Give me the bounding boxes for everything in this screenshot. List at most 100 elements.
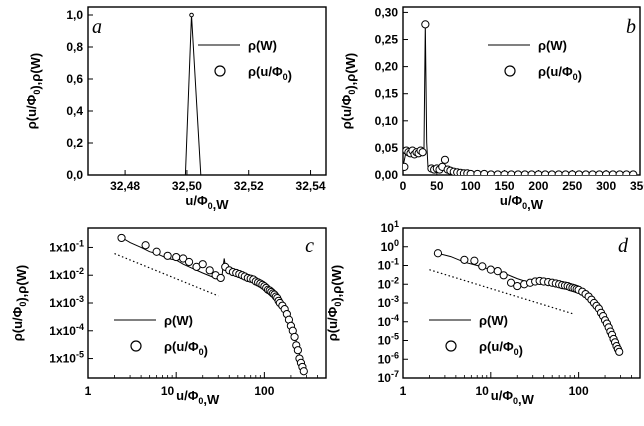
legend-label: ρ(u/Φ0)	[164, 339, 208, 358]
data-point	[520, 170, 529, 175]
data-point	[293, 346, 302, 355]
panel-b: 0 50 100 150 200 250 300 350 0,00 0,05 0,10 0,15 0,2…	[339, 5, 644, 212]
data-point	[499, 271, 508, 280]
y-tick-label: 10-6	[378, 350, 399, 366]
plot-area	[429, 249, 624, 356]
data-point	[141, 241, 150, 250]
y-tick-label: 0,4	[66, 104, 83, 118]
data-point	[189, 12, 194, 18]
data-point	[216, 273, 225, 283]
data-point	[184, 257, 194, 267]
data-point	[500, 170, 509, 175]
data-point	[421, 20, 430, 29]
data-point	[588, 170, 597, 175]
data-point	[493, 267, 502, 276]
data-point	[615, 347, 624, 356]
data-point	[433, 249, 443, 258]
data-point	[460, 255, 469, 264]
data-point	[473, 169, 482, 175]
y-tick-label: 0,20	[375, 60, 399, 74]
y-tick-label: 10-4	[378, 313, 399, 329]
data-point	[299, 367, 308, 376]
data-point	[440, 155, 450, 164]
data-point	[615, 170, 624, 175]
x-tick-label: 1	[400, 384, 407, 398]
y-tick-label: 0,8	[66, 40, 83, 54]
plot-frame	[402, 6, 641, 176]
y-tick-label: 10-2	[378, 275, 399, 291]
y-axis-label: ρ(u/Φ0),ρ(W)	[325, 265, 344, 342]
reference-slope-line	[114, 253, 219, 297]
data-point	[493, 170, 502, 175]
plot-area	[403, 20, 638, 175]
x-tick-label: 32,54	[296, 179, 326, 193]
legend-label: ρ(W)	[164, 313, 193, 328]
y-axis-label: ρ(u/Φ0),ρ(W)	[24, 53, 43, 130]
data-point	[568, 170, 577, 175]
x-tick-label: 100	[461, 179, 481, 193]
y-tick-label: 0,2	[66, 136, 83, 150]
y-tick-label: 1x10-4	[49, 322, 84, 338]
x-tick-label: 10	[161, 384, 175, 398]
data-point	[205, 266, 214, 275]
data-point	[507, 170, 516, 175]
data-point	[470, 256, 479, 265]
y-tick-label: 10-7	[378, 369, 399, 385]
x-tick-label: 250	[562, 179, 582, 193]
data-point	[480, 169, 489, 175]
y-tick-label: 0,6	[66, 72, 83, 86]
data-point	[622, 170, 631, 175]
data-point	[152, 247, 161, 256]
data-point	[527, 170, 536, 175]
y-tick-label: 0,0	[66, 168, 83, 182]
data-point	[547, 170, 557, 175]
panel-label: b	[626, 16, 636, 38]
data-point	[290, 332, 299, 342]
x-tick-label: 1	[85, 384, 92, 398]
y-tick-label: 1,0	[66, 8, 83, 22]
x-axis-label: u/Φ0,W	[185, 193, 229, 212]
x-tick-label: 32,48	[110, 179, 140, 193]
data-point	[506, 278, 516, 287]
y-tick-label: 0,05	[375, 141, 399, 155]
x-tick-label: 300	[596, 179, 616, 193]
y-tick-label: 10-3	[378, 294, 399, 310]
legend: ρ(W) ρ(u/Φ0)	[114, 313, 208, 358]
plot-area	[114, 233, 308, 376]
data-point	[179, 254, 188, 263]
y-tick-label: 0,10	[375, 114, 399, 128]
x-tick-label: 150	[495, 179, 515, 193]
legend-label: ρ(u/Φ0)	[248, 64, 292, 83]
y-tick-label: 1x10-3	[49, 294, 84, 310]
y-tick-label: 0,15	[375, 87, 399, 101]
legend-marker-swatch	[445, 340, 457, 352]
legend: ρ(W) ρ(u/Φ0)	[429, 313, 523, 358]
data-point	[595, 170, 604, 175]
y-tick-label: 100	[381, 238, 399, 254]
data-point	[172, 252, 181, 262]
y-axis-label: ρ(u/Φ0),ρ(W)	[10, 265, 29, 342]
data-point	[486, 170, 496, 175]
panel-c: 1 100 1x10-5 1x10-4 1x10-3 1x10-2 1x10-1 10 u/Φ0…	[10, 227, 327, 407]
x-tick-label: 100	[254, 384, 274, 398]
data-point	[554, 170, 563, 175]
data-point	[198, 260, 207, 269]
y-tick-label: 1x10-5	[49, 350, 84, 366]
data-point	[466, 169, 475, 175]
series-line	[88, 14, 326, 175]
legend-label: ρ(u/Φ0)	[538, 64, 582, 83]
panel-label: d	[618, 235, 629, 257]
legend-label: ρ(u/Φ0)	[479, 339, 523, 358]
legend: ρ(W) ρ(u/Φ0)	[198, 38, 292, 83]
y-tick-label: 101	[381, 219, 399, 235]
x-tick-label: 32,52	[234, 179, 264, 193]
legend-label: ρ(W)	[479, 313, 508, 328]
x-tick-label: 10	[475, 384, 489, 398]
data-point	[117, 233, 126, 243]
legend-label: ρ(W)	[538, 38, 567, 53]
panel-label: a	[92, 16, 102, 38]
data-point	[403, 162, 409, 171]
data-point	[541, 170, 550, 175]
plot-area	[88, 12, 326, 175]
